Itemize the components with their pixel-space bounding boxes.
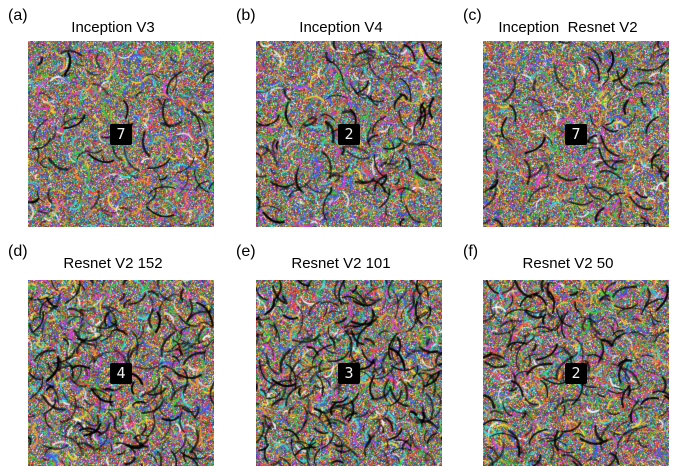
digit-patch: 3 <box>338 363 360 384</box>
digit-patch: 4 <box>110 363 132 384</box>
panel-title: Inception V4 <box>299 19 383 36</box>
digit-patch: 7 <box>110 124 132 145</box>
adversarial-noise-image: 7 <box>483 41 669 227</box>
digit-patch: 2 <box>338 124 360 145</box>
panel-letter: (e) <box>236 243 256 260</box>
panel-d: (d) Resnet V2 152 4 <box>0 236 226 472</box>
panel-b: (b) Inception V4 2 <box>228 0 454 236</box>
digit-patch: 7 <box>565 124 587 145</box>
adversarial-noise-image: 3 <box>256 280 442 466</box>
panel-title: Resnet V2 50 <box>522 255 614 272</box>
panel-e: (e) Resnet V2 101 3 <box>228 236 454 472</box>
panel-title: Inception Resnet V2 <box>498 19 638 36</box>
adversarial-noise-image: 7 <box>28 41 214 227</box>
adversarial-noise-image: 2 <box>256 41 442 227</box>
adversarial-noise-image: 2 <box>483 280 669 466</box>
panel-f: (f) Resnet V2 50 2 <box>455 236 677 472</box>
panel-title: Resnet V2 101 <box>291 255 391 272</box>
panel-letter: (c) <box>463 7 482 24</box>
panel-c: (c) Inception Resnet V2 7 <box>455 0 677 236</box>
digit-patch: 2 <box>565 363 587 384</box>
panel-title: Resnet V2 152 <box>63 255 163 272</box>
panel-letter: (d) <box>8 243 28 260</box>
adversarial-noise-image: 4 <box>28 280 214 466</box>
panel-title: Inception V3 <box>71 19 155 36</box>
panel-a: (a) Inception V3 7 <box>0 0 226 236</box>
panel-letter: (a) <box>8 7 28 24</box>
panel-letter: (b) <box>236 7 256 24</box>
panel-letter: (f) <box>463 243 479 260</box>
